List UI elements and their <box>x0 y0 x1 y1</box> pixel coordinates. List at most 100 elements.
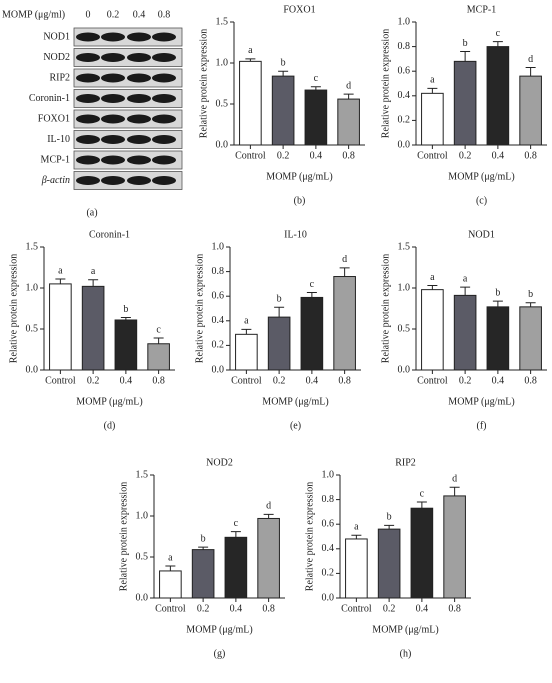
bar <box>519 306 542 371</box>
y-tick-label: 1.0 <box>136 510 149 521</box>
y-tick-label: 0.6 <box>398 65 411 76</box>
y-tick-label: 1.0 <box>398 282 411 293</box>
y-tick-label: 0.2 <box>398 115 411 126</box>
error-bar <box>492 41 503 47</box>
significance-letter: a <box>91 266 96 277</box>
y-tick-label: 0.0 <box>26 364 39 375</box>
x-axis-title: MOMP (μg/mL) <box>448 396 514 407</box>
blot-band <box>101 155 125 165</box>
blot-band <box>76 32 100 42</box>
y-axis-title: Relative protein expression <box>380 29 391 138</box>
panel-label: (a) <box>86 207 97 218</box>
x-tick-label: 0.8 <box>152 375 165 386</box>
panel-label: (e) <box>290 420 301 431</box>
y-axis-title: Relative protein expression <box>380 254 391 363</box>
x-tick-label: 0.8 <box>338 375 351 386</box>
chart-title: IL-10 <box>284 229 307 240</box>
error-bar <box>427 285 438 290</box>
x-tick-label: 0.8 <box>262 603 275 614</box>
blot-row-label: MCP-1 <box>41 154 70 165</box>
panel-label: (f) <box>477 420 487 431</box>
panel-label: (b) <box>294 195 306 206</box>
panel-label: (h) <box>400 648 412 659</box>
error-bar <box>449 486 460 496</box>
chart-title: RIP2 <box>395 457 416 468</box>
bar <box>239 60 262 146</box>
x-tick-label: 0.8 <box>524 375 537 386</box>
dose-label: 0.8 <box>158 9 171 20</box>
y-tick-label: 0.8 <box>398 41 411 52</box>
significance-letter: c <box>496 28 501 39</box>
x-tick-label: 0.4 <box>492 150 505 161</box>
x-tick-label: Control <box>155 603 186 614</box>
blot-band <box>152 155 176 165</box>
significance-letter: c <box>420 488 425 499</box>
bar <box>114 319 138 371</box>
significance-letter: c <box>234 518 239 529</box>
significance-letter: a <box>430 272 435 283</box>
chart-title: NOD2 <box>206 457 233 468</box>
y-tick-label: 1.0 <box>216 57 229 68</box>
y-tick-label: 0.5 <box>216 98 229 109</box>
bar <box>271 75 295 146</box>
blot-band <box>127 94 151 103</box>
bar <box>235 333 258 371</box>
panel-label: (c) <box>476 195 487 206</box>
x-tick-label: 0.8 <box>524 150 537 161</box>
blot-band <box>101 53 125 62</box>
bar <box>519 75 542 146</box>
y-axis-title: Relative protein expression <box>304 482 315 591</box>
significance-letter: c <box>314 73 319 84</box>
y-tick-label: 1.5 <box>136 469 149 480</box>
error-bar <box>55 278 66 284</box>
blot-band <box>152 32 176 42</box>
significance-letter: b <box>387 512 392 523</box>
x-tick-label: 0.2 <box>87 375 100 386</box>
error-bar <box>416 501 427 509</box>
x-tick-label: Control <box>417 375 448 386</box>
blot-band <box>127 114 151 124</box>
blot-band <box>76 73 100 83</box>
significance-letter: d <box>346 80 351 91</box>
y-tick-label: 1.5 <box>216 16 229 27</box>
blot-band <box>152 114 176 124</box>
bar <box>81 285 105 371</box>
y-tick-label: 1.5 <box>398 241 411 252</box>
x-axis-title: MOMP (μg/mL) <box>448 171 514 182</box>
y-tick-label: 1.0 <box>398 16 411 27</box>
blot-row-label: Coronin-1 <box>29 93 70 104</box>
blot-band <box>76 114 100 124</box>
significance-letter: d <box>266 501 271 512</box>
error-bar <box>165 565 176 571</box>
x-tick-label: Control <box>231 375 262 386</box>
panel-label: (g) <box>214 648 226 659</box>
y-tick-label: 1.0 <box>212 241 225 252</box>
blot-band <box>152 176 176 185</box>
significance-letter: c <box>310 279 315 290</box>
bar <box>224 536 248 599</box>
bar <box>257 517 280 599</box>
significance-letter: d <box>452 474 457 485</box>
error-bar <box>460 286 471 296</box>
error-bar <box>339 267 350 277</box>
x-tick-label: 0.4 <box>310 150 323 161</box>
bar <box>49 283 72 371</box>
chart-title: NOD1 <box>468 229 495 240</box>
x-axis-title: MOMP (μg/mL) <box>262 396 328 407</box>
y-tick-label: 0.8 <box>322 494 335 505</box>
error-bar <box>245 58 256 62</box>
error-bar <box>525 67 536 77</box>
error-bar <box>525 302 536 307</box>
blot-header: MOMP (μg/ml) <box>2 9 65 20</box>
chart-title: FOXO1 <box>283 4 315 15</box>
error-bar <box>274 306 285 318</box>
y-axis-title: Relative protein expression <box>118 482 129 591</box>
blot-row-label: NOD2 <box>43 52 70 63</box>
dose-label: 0.4 <box>133 9 146 20</box>
y-axis-title: Relative protein expression <box>198 29 209 138</box>
error-bar <box>351 534 362 539</box>
blot-row-label: FOXO1 <box>38 113 70 124</box>
y-tick-label: 0.4 <box>398 90 411 101</box>
x-axis-title: MOMP (μg/mL) <box>186 624 252 635</box>
x-tick-label: 0.4 <box>120 375 133 386</box>
